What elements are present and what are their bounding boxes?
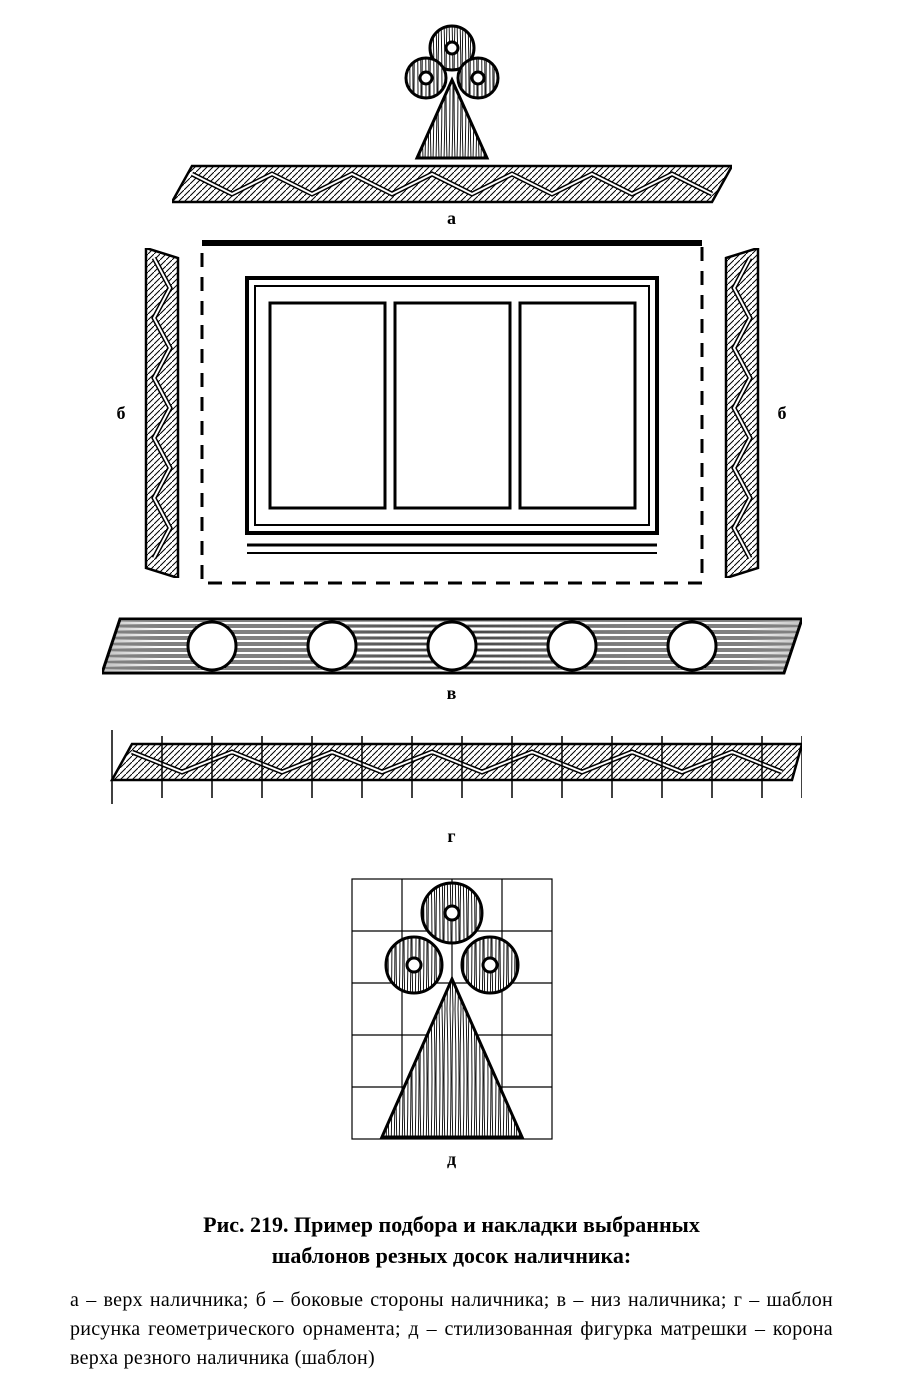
figure-caption-body: а – верх наличника; б – боковые стороны …: [20, 1286, 883, 1373]
label-a: а: [447, 208, 456, 229]
label-b-right: б: [778, 403, 787, 424]
caption-title-line2: шаблонов резных досок наличника:: [272, 1243, 631, 1268]
template-g: [102, 726, 802, 826]
middle-row: б: [117, 233, 787, 593]
window-frame: [192, 233, 712, 593]
caption-title-line1: Рис. 219. Пример подбора и накладки выбр…: [203, 1212, 700, 1237]
board-side-right: [722, 248, 762, 578]
label-v: в: [447, 683, 457, 704]
label-d: д: [447, 1149, 456, 1170]
figure-caption-title: Рис. 219. Пример подбора и накладки выбр…: [163, 1210, 740, 1272]
finial-top: [392, 20, 512, 160]
template-d: [342, 869, 562, 1149]
board-top-a: [172, 160, 732, 208]
board-side-left: [142, 248, 182, 578]
board-bottom-v: [102, 611, 802, 683]
label-g: г: [447, 826, 455, 847]
figure-219: а б: [20, 20, 883, 1373]
label-b-left: б: [117, 403, 126, 424]
